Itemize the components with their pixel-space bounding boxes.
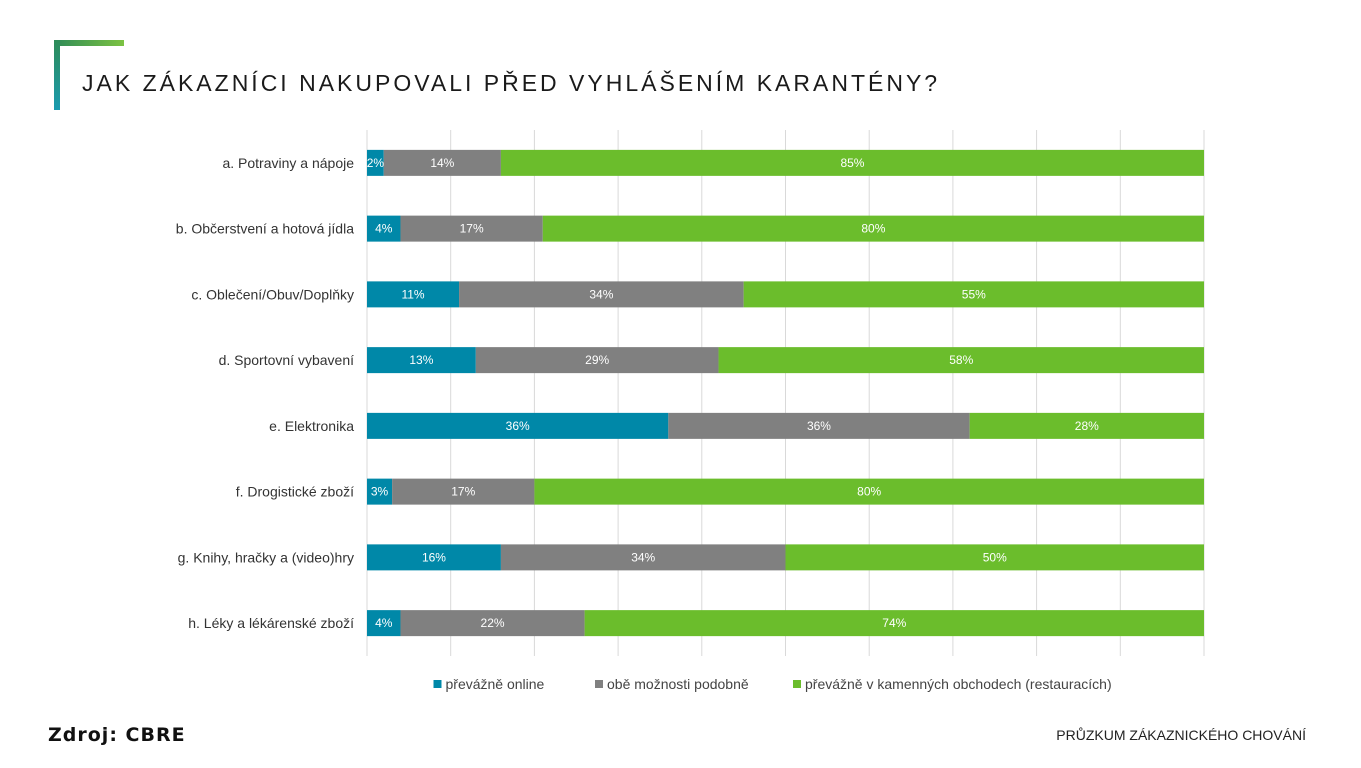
data-label: 80% [857, 485, 881, 499]
data-label: 16% [422, 550, 446, 564]
bar-segment [367, 478, 393, 505]
category-label: b. Občerstvení a hotová jídla [176, 221, 354, 237]
bar-segment [475, 347, 719, 374]
data-label: 34% [589, 287, 613, 301]
bar-segment [367, 347, 476, 374]
bar-segment [500, 544, 786, 571]
data-label: 4% [375, 222, 393, 236]
chart-gridlines [366, 130, 1205, 656]
legend-swatch [595, 680, 603, 688]
bar-segment [718, 347, 1204, 374]
bar-segment [500, 149, 1204, 176]
bar-segment [668, 412, 970, 439]
data-label: 74% [882, 616, 906, 630]
data-label: 58% [949, 353, 973, 367]
data-label: 34% [631, 550, 655, 564]
category-label: h. Léky a lékárenské zboží [188, 615, 354, 631]
category-label: c. Oblečení/Obuv/Doplňky [191, 286, 354, 302]
legend-label: převážně v kamenných obchodech (restaura… [805, 676, 1112, 692]
legend-swatch [793, 680, 801, 688]
bar-segment [367, 149, 384, 176]
bar-segment [383, 149, 501, 176]
bar-segment [392, 478, 535, 505]
data-label: 28% [1075, 419, 1099, 433]
legend-label: převážně online [446, 676, 545, 692]
bar-segment [367, 215, 401, 242]
bar-segment [534, 478, 1204, 505]
data-label: 4% [375, 616, 393, 630]
accent-bar-vertical [54, 40, 60, 110]
data-label: 17% [460, 222, 484, 236]
data-label: 85% [840, 156, 864, 170]
bar-segment [367, 610, 401, 637]
bar-segment [459, 281, 744, 308]
bar-segment [542, 215, 1204, 242]
bar-segment [367, 544, 501, 571]
data-label: 80% [861, 222, 885, 236]
bar-segment [969, 412, 1204, 439]
data-label: 36% [506, 419, 530, 433]
bar-segment [785, 544, 1204, 571]
data-label: 36% [807, 419, 831, 433]
source-note: Zdroj: CBRE [48, 724, 186, 746]
data-label: 29% [585, 353, 609, 367]
data-label: 11% [401, 287, 424, 301]
category-label: e. Elektronika [269, 418, 354, 434]
bar-segment [400, 215, 543, 242]
category-label: a. Potraviny a nápoje [222, 155, 354, 171]
footer-caption: PRŮZKUM ZÁKAZNICKÉHO CHOVÁNÍ [1056, 727, 1306, 743]
category-label: d. Sportovní vybavení [219, 352, 355, 368]
chart-bars: 2% 14% 85% 4% 17% 80% 11% 34% 55% 13% 29% 58% 36% 36%… [367, 149, 1204, 637]
category-label: f. Drogistické zboží [236, 484, 354, 500]
data-label: 22% [481, 616, 505, 630]
data-label: 17% [451, 485, 475, 499]
data-label: 14% [430, 156, 454, 170]
bar-segment [367, 281, 460, 308]
page-title: JAK ZÁKAZNÍCI NAKUPOVALI PŘED VYHLÁŠENÍM… [82, 70, 941, 96]
bar-segment [367, 412, 669, 439]
legend-label: obě možnosti podobně [607, 676, 749, 692]
category-label: g. Knihy, hračky a (video)hry [178, 549, 354, 565]
category-labels: a. Potraviny a nápoje b. Občerstvení a ho… [176, 155, 354, 631]
bar-segment [743, 281, 1204, 308]
bar-segment [400, 610, 585, 637]
data-label: 13% [409, 353, 433, 367]
data-label: 2% [367, 156, 385, 170]
data-label: 50% [983, 550, 1007, 564]
data-label: 55% [962, 287, 986, 301]
chart-legend: převážně online obě možnosti podobně převá… [433, 676, 1112, 692]
title-accent-bracket [54, 40, 124, 110]
data-label: 3% [371, 485, 389, 499]
bar-segment [584, 610, 1204, 637]
legend-swatch [433, 680, 442, 688]
accent-bar-horizontal [54, 40, 124, 46]
